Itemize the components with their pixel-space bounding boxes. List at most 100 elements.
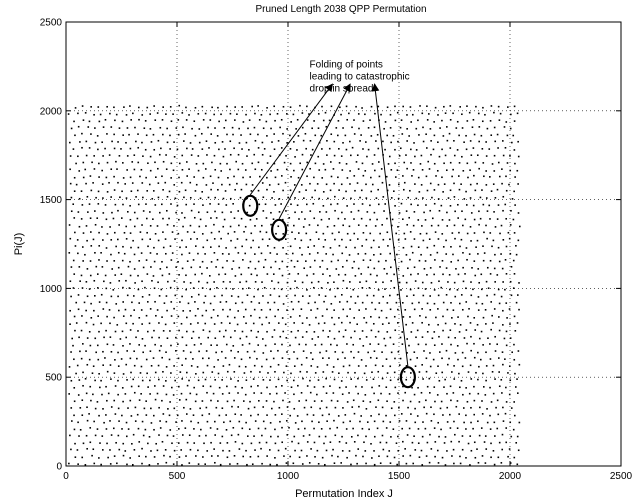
data-point	[248, 204, 251, 207]
data-point	[296, 118, 299, 121]
data-point	[405, 254, 408, 256]
data-point	[461, 365, 464, 368]
data-point	[344, 218, 346, 220]
data-point	[389, 462, 392, 464]
data-point	[396, 111, 399, 114]
data-point	[469, 183, 472, 186]
data-point	[166, 309, 168, 312]
data-point	[191, 148, 194, 150]
data-point	[303, 197, 305, 199]
data-point	[261, 224, 263, 227]
data-point	[298, 191, 301, 193]
data-point	[473, 441, 476, 444]
data-point	[158, 349, 161, 352]
data-point	[301, 420, 303, 423]
data-point	[365, 379, 368, 381]
data-point	[241, 287, 244, 290]
data-point	[127, 265, 130, 268]
data-point	[477, 296, 480, 298]
data-point	[108, 181, 110, 184]
data-point	[111, 268, 114, 270]
data-point	[381, 377, 384, 380]
data-point	[146, 106, 149, 109]
data-point	[130, 246, 132, 249]
data-point	[201, 357, 204, 360]
data-point	[288, 358, 291, 360]
data-point	[289, 148, 292, 150]
data-point	[477, 253, 479, 255]
data-point	[441, 176, 443, 179]
data-point	[114, 359, 116, 361]
data-point	[210, 316, 213, 319]
data-point	[429, 182, 432, 185]
data-point	[108, 309, 111, 311]
data-point	[515, 245, 517, 247]
data-point	[518, 363, 521, 366]
data-point	[202, 246, 205, 249]
data-point	[269, 294, 272, 296]
data-point	[325, 211, 328, 213]
data-point	[209, 246, 212, 248]
data-point	[264, 258, 267, 261]
data-point	[344, 134, 347, 137]
data-point	[446, 308, 449, 311]
data-point	[266, 162, 269, 164]
data-point	[156, 392, 159, 395]
data-point	[313, 245, 316, 247]
data-point	[289, 106, 292, 108]
data-point	[158, 295, 161, 297]
data-point	[381, 406, 384, 409]
data-point	[88, 413, 90, 415]
data-point	[421, 225, 423, 227]
data-point	[281, 274, 284, 277]
data-point	[274, 204, 277, 206]
data-point	[449, 161, 452, 164]
data-point	[405, 365, 408, 367]
data-point	[396, 169, 399, 172]
data-point	[237, 295, 240, 298]
data-point	[348, 254, 351, 256]
data-point	[412, 224, 415, 227]
data-point	[249, 356, 251, 359]
data-point	[428, 377, 431, 380]
data-point	[154, 398, 157, 401]
data-point	[461, 127, 464, 129]
data-point	[122, 400, 124, 403]
data-point	[245, 335, 248, 338]
data-point	[229, 197, 232, 200]
data-point	[405, 154, 407, 156]
data-point	[465, 190, 467, 193]
data-point	[412, 169, 415, 171]
data-point	[329, 288, 331, 291]
data-point	[421, 281, 424, 284]
data-point	[185, 413, 188, 415]
data-point	[447, 197, 450, 199]
data-point	[274, 260, 277, 263]
data-point	[166, 337, 169, 339]
data-point	[234, 119, 236, 121]
data-point	[384, 203, 387, 205]
data-point	[215, 406, 218, 409]
data-point	[433, 331, 436, 333]
data-point	[201, 314, 204, 317]
data-point	[409, 454, 412, 457]
data-point	[136, 217, 139, 220]
data-point	[369, 119, 371, 121]
data-point	[426, 274, 428, 276]
data-point	[501, 168, 503, 170]
data-point	[322, 273, 324, 276]
data-point	[332, 392, 335, 394]
data-point	[358, 127, 360, 130]
data-point	[414, 421, 417, 424]
data-point	[133, 268, 136, 270]
data-point	[246, 463, 248, 466]
data-point	[425, 204, 427, 206]
data-point	[370, 329, 373, 332]
data-point	[465, 329, 468, 331]
data-point	[357, 295, 359, 298]
data-point	[184, 427, 187, 429]
data-point	[477, 461, 480, 464]
data-point	[515, 253, 518, 256]
data-point	[152, 218, 154, 220]
data-point	[102, 155, 104, 157]
